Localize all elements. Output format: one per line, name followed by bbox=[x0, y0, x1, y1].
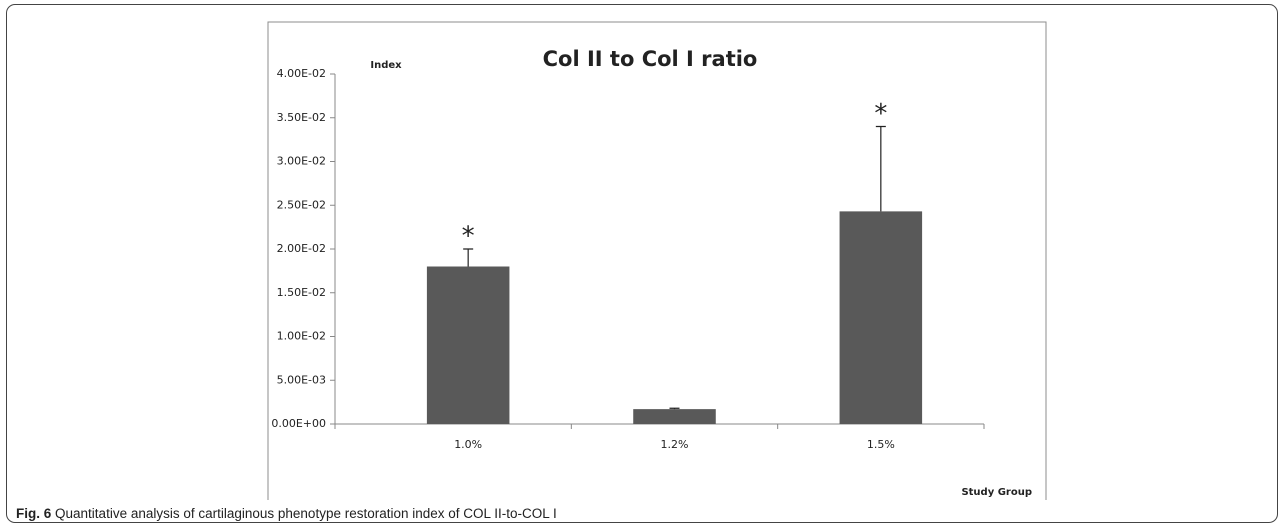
y-tick-label: 2.00E-02 bbox=[277, 242, 326, 255]
bar bbox=[426, 266, 510, 424]
caption: Fig. 6 Quantitative analysis of cartilag… bbox=[16, 506, 557, 521]
x-tick-label: 1.5% bbox=[867, 438, 895, 451]
annotation: * bbox=[462, 222, 475, 252]
x-axis-label: Study Group bbox=[961, 487, 1032, 498]
x-tick-label: 1.2% bbox=[661, 438, 689, 451]
y-tick-label: 1.50E-02 bbox=[277, 286, 326, 299]
chart-frame bbox=[267, 21, 1047, 500]
y-tick-label: 3.00E-02 bbox=[277, 155, 326, 168]
annotation: * bbox=[874, 99, 887, 129]
bar bbox=[633, 409, 716, 424]
bar bbox=[839, 211, 923, 424]
y-axis-label: Index bbox=[370, 60, 402, 71]
chart: Col II to Col I ratio Index Study Group … bbox=[267, 21, 1047, 500]
y-tick-label: 2.50E-02 bbox=[277, 198, 326, 211]
chart-title: Col II to Col I ratio bbox=[543, 47, 758, 71]
y-tick-label: 5.00E-03 bbox=[277, 373, 326, 386]
caption-text: Quantitative analysis of cartilaginous p… bbox=[55, 506, 557, 521]
y-tick-label: 3.50E-02 bbox=[277, 111, 326, 124]
y-tick-label: 0.00E+00 bbox=[271, 417, 326, 430]
y-tick-label: 1.00E-02 bbox=[277, 330, 326, 343]
error-bar bbox=[669, 407, 680, 410]
error-bar bbox=[463, 248, 474, 267]
x-tick-label: 1.0% bbox=[454, 438, 482, 451]
y-tick-label: 4.00E-02 bbox=[277, 67, 326, 80]
caption-label: Fig. 6 bbox=[16, 506, 52, 521]
figure-frame bbox=[6, 4, 1278, 523]
error-bar bbox=[875, 125, 886, 212]
